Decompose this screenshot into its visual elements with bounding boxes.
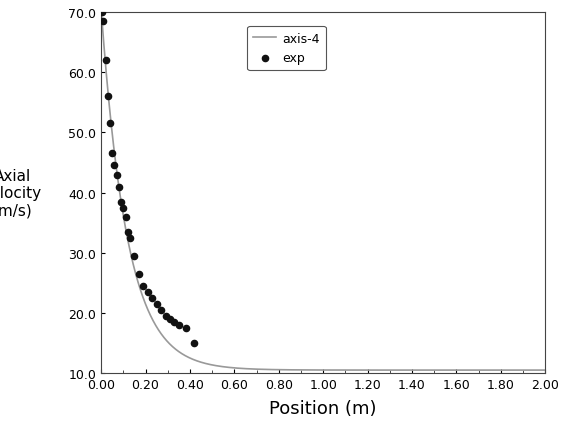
exp (101, 58, 110, 65)
exp (134, 271, 143, 278)
Line: axis-4: axis-4 (101, 13, 545, 370)
Y-axis label: Axial
Velocity
(m/s): Axial Velocity (m/s) (0, 168, 42, 218)
exp (161, 313, 170, 320)
axis-4 (447, 368, 454, 373)
exp (123, 229, 132, 236)
exp (108, 151, 117, 158)
exp (112, 171, 121, 179)
exp (148, 295, 157, 302)
exp (110, 163, 119, 170)
exp (115, 184, 124, 191)
exp (174, 322, 183, 329)
exp (165, 316, 174, 323)
exp (157, 307, 166, 314)
exp (106, 121, 115, 128)
exp (99, 19, 108, 26)
axis-4 (121, 217, 128, 223)
exp (125, 235, 134, 242)
exp (190, 340, 199, 347)
exp (121, 214, 130, 220)
axis-4 (314, 368, 320, 373)
exp (103, 94, 112, 101)
axis-4 (529, 368, 536, 373)
axis-4 (98, 10, 105, 16)
axis-4 (302, 368, 309, 373)
exp (170, 319, 179, 326)
X-axis label: Position (m): Position (m) (269, 399, 377, 418)
exp (152, 301, 161, 308)
exp (130, 253, 139, 260)
axis-4 (529, 368, 536, 373)
exp (98, 10, 107, 16)
exp (139, 283, 148, 289)
exp (181, 325, 190, 332)
Legend: axis-4, exp: axis-4, exp (247, 26, 326, 71)
axis-4 (542, 368, 549, 373)
exp (117, 199, 126, 206)
exp (119, 205, 128, 212)
exp (143, 289, 152, 296)
